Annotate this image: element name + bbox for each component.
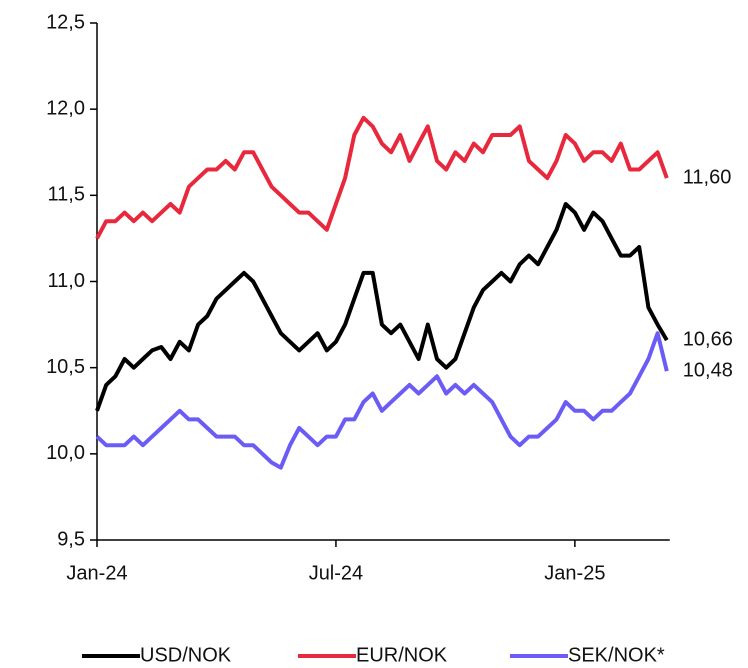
y-tick-label: 10,5	[46, 356, 85, 378]
x-tick-label: Jan-25	[544, 562, 605, 584]
series-line	[95, 115, 669, 240]
series-line	[95, 331, 669, 470]
y-tick-label: 12,5	[46, 11, 85, 33]
x-tick-label: Jul-24	[309, 562, 363, 584]
legend-label: EUR/NOK	[356, 644, 448, 666]
end-label: 10,66	[683, 328, 733, 350]
y-tick-label: 12,0	[46, 97, 85, 119]
legend-label: USD/NOK	[140, 644, 232, 666]
series-line	[95, 202, 669, 412]
end-label: 11,60	[683, 166, 732, 188]
x-tick-label: Jan-24	[66, 562, 127, 584]
y-tick-label: 11,5	[48, 184, 85, 206]
end-label: 10,48	[683, 359, 733, 381]
y-tick-label: 11,0	[48, 270, 85, 292]
y-tick-label: 9,5	[57, 528, 85, 550]
y-tick-label: 10,0	[46, 442, 85, 464]
legend-label: SEK/NOK*	[568, 644, 665, 666]
